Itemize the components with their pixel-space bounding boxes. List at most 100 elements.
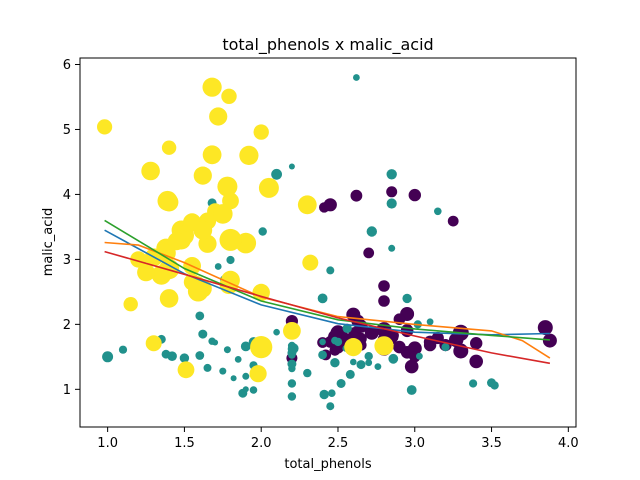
y-axis: 1 2 3 4 5 6 [63, 58, 80, 398]
plot-frame [79, 57, 577, 428]
data-point-g1-47 [490, 381, 499, 390]
y-tick-label: 3 [63, 253, 71, 268]
data-point-g0-2 [378, 295, 390, 307]
data-point-g1-55 [402, 293, 412, 304]
data-point-g2-9 [250, 336, 273, 359]
data-point-g1-72 [318, 350, 327, 360]
data-point-g0-55 [423, 338, 437, 352]
data-point-g1-77 [345, 369, 355, 379]
data-point-g1-3 [353, 74, 360, 81]
data-point-g2-37 [130, 251, 147, 268]
data-point-g0-9 [404, 359, 419, 374]
data-point-g1-58 [319, 338, 326, 346]
data-point-g2-18 [217, 176, 238, 197]
fit-line-3 [104, 250, 551, 365]
data-point-g1-78 [234, 356, 242, 363]
data-point-g1-54 [350, 358, 357, 366]
data-point-g1-66 [287, 344, 297, 354]
data-point-g1-21 [388, 353, 399, 364]
data-point-g1-65 [242, 386, 249, 393]
x-tick-label: 2.5 [328, 436, 349, 451]
data-point-g1-61 [203, 363, 212, 372]
data-point-g0-51 [393, 340, 406, 354]
data-point-g1-24 [336, 379, 346, 388]
data-point-g2-2 [123, 297, 138, 312]
data-point-g0-20 [407, 341, 422, 356]
data-point-g2-7 [221, 88, 237, 105]
data-point-g2-40 [253, 124, 269, 140]
x-axis: 1.0 1.5 2.0 2.5 3.0 3.5 4.0 [97, 427, 579, 451]
data-point-g1-70 [179, 353, 190, 363]
data-point-g1-59 [374, 363, 382, 370]
data-point-g1-56 [230, 375, 237, 382]
data-point-g2-29 [157, 190, 178, 211]
data-point-g0-47 [323, 198, 337, 212]
data-point-g1-51 [364, 352, 373, 361]
data-point-g1-2 [287, 379, 297, 388]
data-point-g1-71 [208, 337, 216, 345]
data-point-g0-40 [447, 215, 459, 227]
data-point-g1-57 [434, 207, 442, 216]
data-point-g1-44 [223, 346, 231, 354]
points-layer [97, 74, 557, 411]
data-point-g1-31 [386, 198, 397, 209]
data-point-g1-43 [214, 263, 222, 270]
data-point-g1-74 [441, 343, 450, 352]
data-point-g2-28 [258, 177, 279, 198]
data-point-g0-46 [364, 325, 379, 340]
data-point-g1-62 [195, 311, 205, 321]
y-tick-label: 5 [63, 123, 71, 138]
data-point-g2-44 [141, 161, 160, 181]
data-point-g2-50 [249, 365, 267, 383]
y-tick-label: 2 [63, 318, 71, 333]
x-tick-label: 4.0 [558, 436, 579, 451]
data-point-g0-48 [469, 354, 484, 369]
x-tick-label: 3.5 [481, 436, 502, 451]
data-point-g1-0 [118, 345, 128, 354]
data-point-g1-23 [240, 341, 251, 352]
x-axis-label: total_phenols [284, 457, 372, 472]
y-tick-label: 4 [63, 188, 71, 203]
fit-line-2 [104, 219, 550, 341]
data-point-g0-39 [470, 337, 483, 350]
data-point-g1-69 [333, 337, 343, 347]
data-point-g2-16 [239, 145, 259, 165]
data-point-g1-27 [102, 351, 114, 363]
data-point-g1-36 [386, 169, 397, 180]
data-point-g2-48 [374, 336, 394, 356]
data-point-g2-49 [137, 263, 155, 282]
x-tick-label: 3.0 [404, 436, 425, 451]
data-point-g2-45 [167, 232, 186, 251]
x-tick-label: 1.0 [97, 436, 118, 451]
data-point-g2-41 [344, 338, 363, 357]
data-point-g0-42 [408, 188, 421, 202]
data-point-g1-26 [273, 328, 280, 336]
y-tick-label: 1 [63, 383, 71, 398]
data-point-g2-32 [209, 107, 228, 126]
data-point-g1-63 [271, 168, 282, 180]
x-tick-label: 1.5 [174, 436, 195, 451]
data-point-g1-60 [226, 255, 235, 265]
data-point-g1-30 [426, 318, 434, 326]
data-point-g1-79 [330, 358, 340, 368]
data-point-g1-22 [288, 163, 295, 170]
data-point-g2-52 [302, 254, 319, 271]
x-tick-label: 2.0 [251, 436, 272, 451]
data-point-g2-5 [193, 166, 212, 185]
fit-lines-layer [104, 219, 551, 365]
data-point-g0-43 [386, 186, 398, 198]
data-point-g2-0 [177, 361, 195, 379]
data-point-g2-47 [213, 204, 233, 224]
data-point-g2-35 [219, 228, 242, 251]
data-point-g1-52 [388, 244, 396, 252]
data-point-g0-45 [542, 333, 557, 348]
data-point-g1-67 [356, 360, 366, 370]
data-point-g1-38 [198, 329, 208, 339]
data-point-g1-11 [219, 367, 227, 375]
data-point-g1-42 [258, 227, 267, 236]
data-point-g1-75 [167, 351, 177, 362]
data-point-g1-50 [287, 359, 297, 369]
data-point-g0-19 [363, 247, 375, 259]
y-tick-label: 6 [63, 58, 71, 73]
